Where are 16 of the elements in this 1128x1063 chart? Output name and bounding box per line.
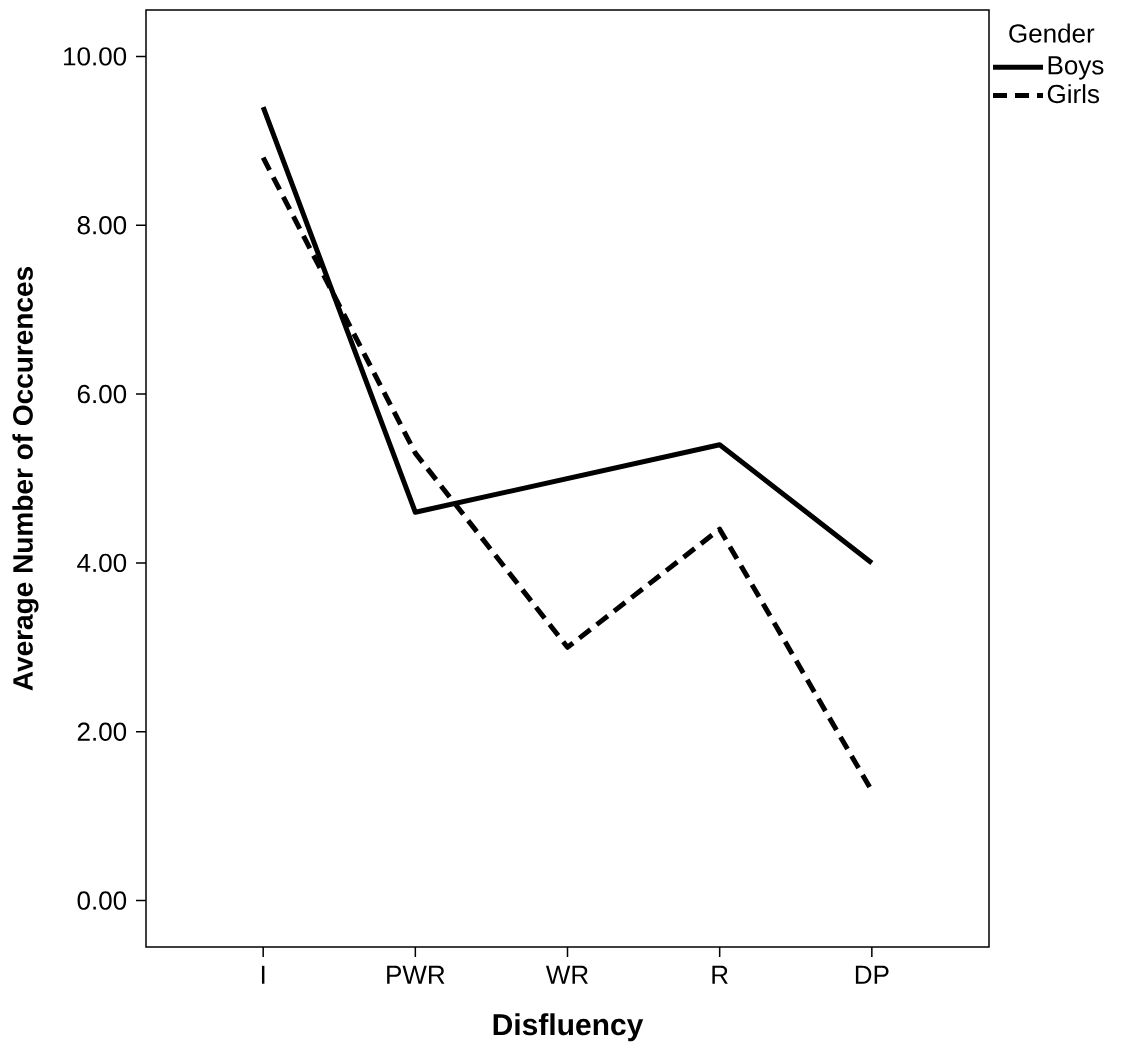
x-tick-label: I — [261, 965, 265, 984]
x-tick-label: R — [712, 965, 728, 984]
y-tick-label: 4.00 — [77, 553, 127, 573]
x-tick-label: WR — [545, 965, 588, 984]
y-tick-label: 0.00 — [77, 891, 127, 910]
x-tick-label: DP — [855, 965, 889, 984]
y-axis-title: Average Number of Occurences — [12, 267, 39, 691]
y-tick-label: 2.00 — [77, 722, 127, 741]
y-tick-label: 8.00 — [77, 216, 127, 235]
y-tick-label: 10.00 — [64, 47, 127, 66]
legend-title: Gender — [1009, 23, 1095, 43]
x-axis-title: Disfluency — [493, 1013, 644, 1042]
y-tick-label: 6.00 — [77, 384, 127, 404]
legend-label: Boys — [1048, 56, 1104, 80]
legend-label: Girls — [1047, 84, 1100, 104]
x-tick-label: PWR — [387, 965, 445, 984]
